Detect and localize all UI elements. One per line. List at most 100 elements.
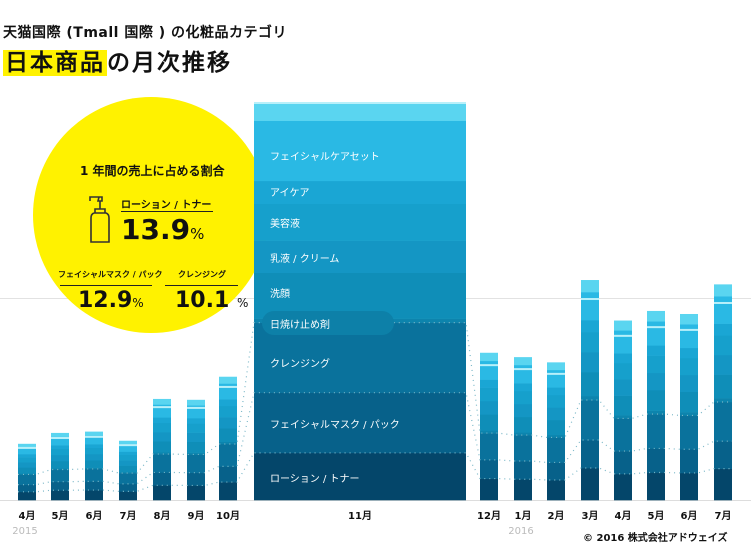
bar-segment	[85, 435, 103, 445]
bar-segment	[480, 433, 498, 461]
bar-segment	[480, 387, 498, 402]
bar-segment	[647, 414, 665, 449]
bar-segment	[480, 430, 498, 434]
bar-segment	[714, 401, 732, 442]
segment-label: ローション / トナー	[270, 474, 360, 485]
bar-segment	[647, 355, 665, 374]
lotion-bottle-icon	[89, 196, 110, 243]
x-tick-label: 4月	[19, 510, 36, 522]
bar-segment	[254, 104, 466, 121]
bar-segment	[480, 379, 498, 388]
bar-segment	[514, 364, 532, 384]
bar-segment	[581, 396, 599, 401]
bar-segment	[18, 443, 36, 448]
bar-segment	[219, 441, 237, 445]
x-tick-label: 9月	[188, 510, 205, 522]
bar-segment	[254, 180, 466, 205]
bar-segment	[187, 441, 205, 453]
bar-segment	[119, 471, 137, 474]
bar-segment	[547, 394, 565, 408]
bar-segment	[51, 468, 69, 470]
bar-segment	[547, 362, 565, 371]
bar-segment	[219, 383, 237, 400]
bar-segment	[714, 468, 732, 501]
segment-label: 洗顔	[270, 289, 290, 300]
bar-segment	[714, 441, 732, 469]
bar-segment	[119, 440, 137, 445]
bar-segment	[647, 345, 665, 356]
bar-segment	[581, 440, 599, 469]
bar-segment	[514, 435, 532, 462]
bar-segment	[547, 437, 565, 463]
bar-segment	[153, 398, 171, 405]
share-callout	[33, 97, 269, 333]
x-tick-label: 10月	[216, 510, 240, 522]
trend-dotted-line	[18, 452, 732, 493]
year-label: 2015	[12, 526, 37, 537]
bar-segment	[119, 465, 137, 473]
bar-segment	[480, 352, 498, 362]
bar-segment	[581, 352, 599, 373]
bar-segment	[85, 460, 103, 468]
bar-segment	[647, 390, 665, 411]
x-tick-label: 5月	[648, 510, 665, 522]
bar-cap	[119, 444, 137, 447]
bar-segment	[85, 490, 103, 501]
bar-segment	[680, 313, 698, 325]
callout-label-lotion: ローション / トナー	[121, 200, 212, 211]
bar-cap	[547, 372, 565, 375]
bar-segment	[714, 284, 732, 297]
bar-segment	[547, 462, 565, 481]
bar-segment	[85, 468, 103, 482]
bar-segment	[680, 324, 698, 349]
bar-segment	[547, 434, 565, 438]
bar-segment	[680, 412, 698, 416]
bar-segment	[119, 473, 137, 485]
bar-segment	[547, 387, 565, 396]
x-tick-label: 1月	[515, 510, 532, 522]
bar-segment	[680, 472, 698, 501]
bar-segment	[480, 360, 498, 380]
bar-segment	[219, 399, 237, 407]
bar-segment	[647, 310, 665, 322]
bar-cap	[85, 435, 103, 438]
bar-segment	[647, 472, 665, 501]
bar-segment	[18, 457, 36, 463]
bar-segment	[614, 395, 632, 416]
bar-segment	[547, 407, 565, 421]
callout-value-lotion: 13.9%	[121, 213, 205, 246]
copyright: © 2016 株式会社アドウェイズ	[583, 533, 728, 544]
bar-segment	[680, 415, 698, 450]
segment-label: フェイシャルケアセット	[270, 152, 380, 163]
bar-segment	[581, 400, 599, 441]
trend-dotted-line	[18, 392, 732, 486]
bar-segment	[51, 460, 69, 469]
bar-segment	[614, 418, 632, 452]
bar-segment	[614, 330, 632, 354]
bar-segment	[547, 419, 565, 436]
bar-segment	[219, 405, 237, 418]
x-tick-label: 7月	[715, 510, 732, 522]
segment-label: 美容液	[270, 219, 300, 230]
bar-segment	[254, 452, 466, 501]
bar-segment	[119, 460, 137, 466]
bar-segment	[219, 466, 237, 483]
bar-segment	[680, 449, 698, 474]
bar-segment	[680, 391, 698, 413]
bar-segment	[85, 453, 103, 461]
bar-segment	[254, 392, 466, 454]
x-tick-label: 7月	[120, 510, 137, 522]
bar-segment	[18, 474, 36, 485]
bar-segment	[547, 369, 565, 388]
bar-segment	[119, 443, 137, 452]
bar-segment	[647, 448, 665, 473]
bar-segment	[254, 203, 466, 241]
bar-segment	[18, 473, 36, 475]
bar-cap	[647, 326, 665, 329]
segment-label: アイケア	[270, 188, 310, 199]
bar-segment	[614, 379, 632, 396]
bar-segment	[614, 362, 632, 380]
bar-segment	[18, 484, 36, 493]
